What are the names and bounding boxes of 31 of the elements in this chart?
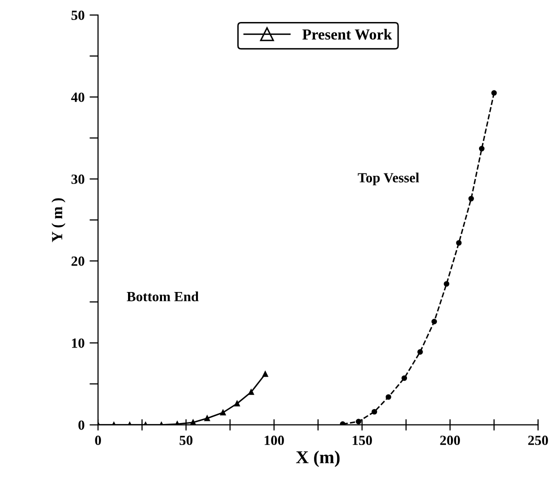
y-tick-label: 0	[78, 420, 84, 430]
point	[431, 318, 437, 324]
y-tick-label: 50	[72, 10, 84, 20]
point	[468, 196, 474, 202]
y-tick-label: 30	[71, 174, 84, 184]
point	[478, 146, 485, 152]
x-tick-label: 0	[95, 436, 101, 446]
point	[491, 90, 497, 96]
point	[372, 408, 378, 415]
y-axis-title: Y ( m )	[52, 198, 66, 242]
point	[356, 418, 362, 424]
x-axis-title: X (m)	[296, 450, 340, 468]
annotation: Bottom End	[126, 292, 199, 302]
y-tick-label: 10	[72, 338, 84, 348]
point	[248, 389, 254, 395]
x-tick-label: 150	[352, 436, 372, 446]
point	[234, 400, 240, 406]
y-tick-label: 20	[72, 256, 84, 266]
point	[402, 375, 408, 381]
point	[444, 281, 450, 287]
x-tick-label: 50	[180, 436, 192, 446]
point	[456, 240, 462, 246]
point	[386, 394, 392, 400]
x-tick-label: 250	[528, 436, 548, 446]
x-tick-label: 100	[264, 436, 284, 446]
point	[417, 349, 423, 355]
legend-label: Present Work	[302, 28, 392, 40]
y-tick-label: 40	[71, 92, 84, 102]
point	[220, 410, 226, 416]
annotation: Top Vessel	[358, 172, 420, 186]
x-tick-label: 200	[440, 436, 460, 446]
